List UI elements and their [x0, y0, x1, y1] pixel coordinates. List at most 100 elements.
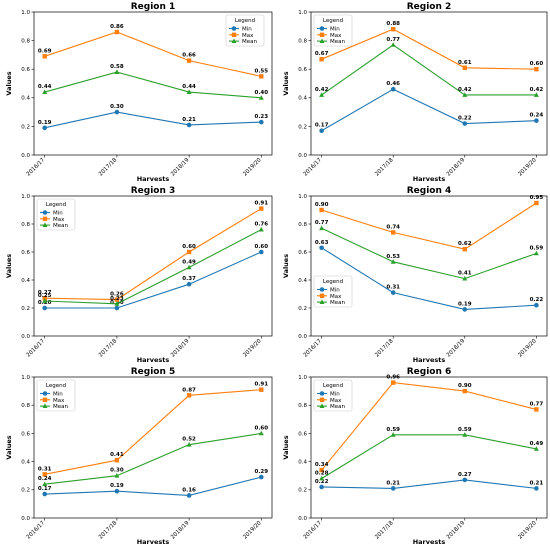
data-label: 0.55	[255, 68, 269, 74]
legend-title: Legend	[235, 18, 255, 24]
series-line-min	[321, 479, 537, 489]
y-tick-label: 0.0	[21, 334, 30, 340]
data-label: 0.77	[315, 220, 329, 226]
data-label: 0.31	[386, 285, 400, 291]
legend-swatch-marker	[319, 26, 325, 31]
y-tick-label: 0.6	[21, 431, 30, 437]
legend-title: Legend	[46, 202, 66, 208]
data-point-mean	[258, 430, 264, 436]
data-point-min	[534, 302, 539, 308]
y-tick-label: 0.6	[21, 250, 30, 256]
y-tick-label: 0.4	[21, 278, 30, 284]
data-label: 0.90	[315, 202, 329, 208]
legend-swatch-marker	[319, 287, 325, 292]
series-line-min	[44, 476, 262, 496]
x-tick-label: 2016/17	[303, 520, 324, 541]
x-tick-label: 2017/18	[374, 520, 395, 541]
data-point-max	[259, 387, 264, 392]
series-line-mean	[44, 229, 262, 305]
data-label: 0.30	[110, 104, 124, 110]
data-label: 0.76	[255, 222, 269, 228]
data-point-max	[534, 200, 539, 206]
x-tick-label: 2019/20	[242, 520, 263, 541]
y-tick-label: 0.0	[21, 153, 30, 159]
data-label: 0.20	[38, 300, 52, 306]
chart-title: Region 5	[131, 367, 176, 377]
y-tick-label: 0.4	[298, 460, 307, 466]
data-label: 0.23	[255, 114, 269, 120]
data-point-max	[319, 207, 324, 213]
data-label: 0.59	[386, 427, 400, 433]
x-tick-label: 2018/19	[170, 157, 191, 178]
legend-entry-mean: Mean	[330, 300, 345, 306]
y-tick-label: 0.2	[298, 306, 307, 312]
data-point-mean	[114, 69, 120, 74]
data-label: 0.22	[458, 116, 472, 122]
data-label: 0.66	[182, 53, 196, 59]
data-label: 0.44	[38, 84, 52, 90]
legend-title: Legend	[323, 383, 343, 389]
series-line-mean	[44, 432, 262, 485]
legend-swatch-marker	[231, 26, 237, 31]
data-label: 0.40	[255, 90, 269, 96]
data-point-max	[114, 457, 120, 463]
legend-entry-max: Max	[330, 398, 342, 404]
y-axis-label: Values	[282, 435, 290, 459]
data-label: 0.22	[530, 297, 544, 303]
data-label: 0.41	[458, 271, 472, 277]
y-tick-label: 0.2	[21, 124, 30, 130]
chart-panel-3: Region 3 0.0 0.2 0.4 0.6 0.8 1.0 2016/17 2017/18…	[5, 186, 273, 364]
data-label: 0.69	[38, 48, 52, 54]
data-label: 0.28	[315, 471, 329, 477]
data-label: 0.27	[38, 290, 52, 296]
data-label: 0.60	[255, 244, 269, 250]
x-tick-label: 2018/19	[446, 157, 467, 178]
data-label: 0.58	[110, 64, 124, 70]
y-axis-label: Values	[5, 71, 13, 95]
x-tick-label: 2019/20	[242, 157, 263, 178]
data-label: 0.60	[182, 244, 196, 250]
plot-frame	[310, 195, 548, 337]
data-label: 0.53	[386, 254, 400, 260]
data-point-min	[319, 484, 324, 490]
y-tick-label: 0.0	[298, 516, 307, 522]
data-point-min	[258, 474, 264, 480]
y-axis-label: Values	[5, 254, 13, 278]
data-point-mean	[319, 225, 325, 231]
y-tick-label: 1.0	[21, 194, 30, 200]
series-line-max	[321, 382, 537, 471]
data-point-min	[186, 493, 192, 498]
data-point-max	[534, 407, 539, 412]
legend-entry-min: Min	[330, 27, 340, 33]
data-point-max	[319, 56, 324, 62]
data-point-min	[390, 486, 396, 491]
legend-swatch-marker	[42, 403, 48, 408]
y-tick-label: 0.2	[21, 488, 30, 494]
legend-swatch-marker	[42, 391, 48, 396]
chart-panel-5: Region 5 0.0 0.2 0.4 0.6 0.8 1.0 2016/17 2017/18…	[5, 367, 273, 546]
y-tick-label: 1.0	[21, 375, 30, 381]
legend-swatch-marker	[42, 222, 48, 227]
y-tick-label: 0.2	[298, 488, 307, 494]
plot-frame	[33, 11, 273, 156]
data-point-min	[186, 281, 192, 287]
data-point-mean	[114, 473, 120, 478]
y-tick-label: 0.0	[298, 153, 307, 159]
legend-box	[36, 198, 76, 231]
data-point-mean	[319, 92, 325, 97]
x-tick-label: 2017/18	[374, 338, 395, 359]
x-tick-label: 2017/18	[98, 520, 119, 541]
data-point-max	[42, 296, 47, 301]
data-label: 0.26	[110, 292, 124, 298]
legend-entry-mean: Mean	[53, 223, 68, 229]
series-line-min	[321, 247, 537, 310]
data-label: 0.41	[110, 452, 124, 458]
data-label: 0.21	[182, 117, 196, 123]
data-label: 0.17	[38, 486, 52, 492]
data-label: 0.24	[38, 476, 52, 482]
x-tick-label: 2019/20	[517, 338, 538, 359]
y-tick-label: 0.2	[21, 306, 30, 312]
data-point-min	[462, 477, 468, 483]
